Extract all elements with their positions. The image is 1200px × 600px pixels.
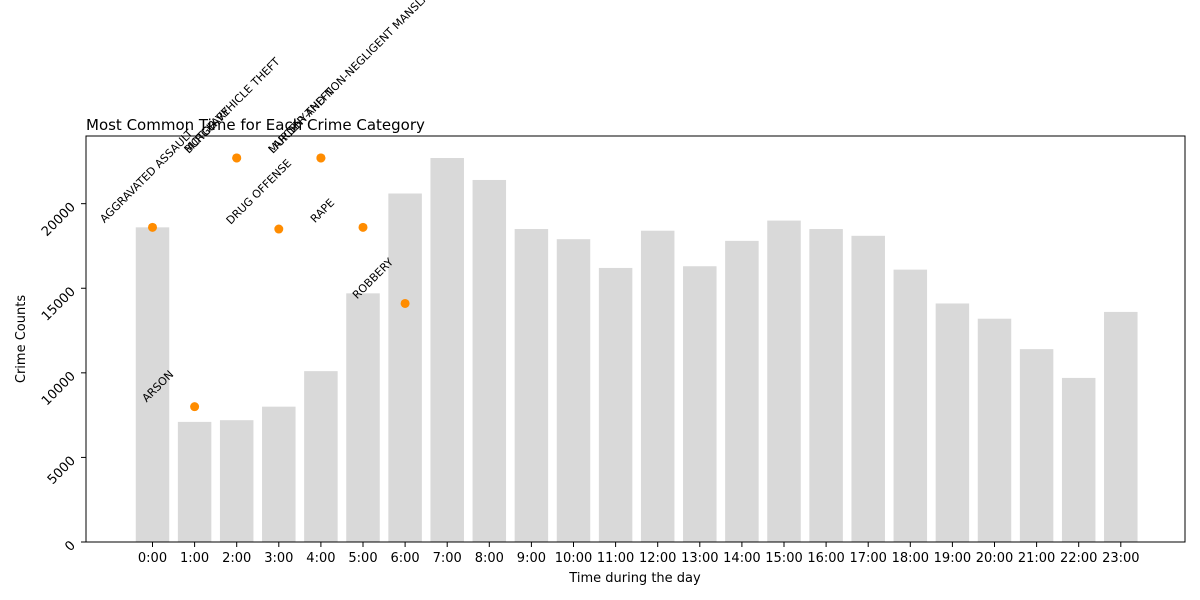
y-tick-label: 20000	[39, 200, 79, 240]
bar-5:00	[346, 293, 380, 542]
bar-8:00	[472, 179, 507, 542]
x-tick-label: 14:00	[723, 551, 760, 566]
x-tick-label: 2:00	[222, 551, 251, 566]
x-tick-label: 0:00	[138, 551, 167, 566]
x-tick-label: 18:00	[892, 551, 929, 566]
marker-point	[232, 153, 242, 163]
x-tick-label: 12:00	[639, 551, 676, 566]
marker-label: RAPE	[308, 196, 337, 225]
marker-point	[190, 402, 200, 412]
marker-label: MOTOR VEHICLE THEFT	[182, 55, 283, 156]
x-tick-label: 23:00	[1102, 551, 1139, 566]
bar-10:00	[556, 239, 591, 543]
x-axis-label: Time during the day	[568, 571, 701, 586]
bar-7:00	[430, 157, 464, 542]
y-tick-label: 5000	[45, 454, 79, 488]
y-axis: 0 5000 10000 15000 20000	[39, 200, 86, 555]
y-tick-label: 15000	[39, 284, 79, 324]
x-tick-label: 17:00	[849, 551, 886, 566]
marker-label: DRUG OFFENSE	[224, 157, 294, 227]
x-tick-label: 1:00	[180, 551, 209, 566]
bars-group	[135, 157, 1138, 543]
x-tick-label: 10:00	[555, 551, 592, 566]
x-tick-label: 19:00	[934, 551, 971, 566]
x-tick-label: 21:00	[1018, 551, 1055, 566]
x-tick-label: 4:00	[306, 551, 335, 566]
bar-20:00	[977, 318, 1012, 542]
bar-15:00	[767, 220, 801, 543]
x-tick-label: 9:00	[517, 551, 546, 566]
bar-9:00	[514, 229, 549, 542]
x-tick-label: 22:00	[1060, 551, 1097, 566]
y-tick-label: 10000	[39, 369, 79, 409]
x-tick-label: 11:00	[597, 551, 634, 566]
x-tick-label: 3:00	[264, 551, 293, 566]
bar-4:00	[304, 371, 338, 542]
bar-18:00	[893, 269, 928, 542]
bar-11:00	[598, 267, 633, 542]
x-tick-label: 5:00	[348, 551, 377, 566]
bar-3:00	[262, 406, 296, 542]
x-axis: 0:00 1:00 2:00 3:00 4:00 5:00 6:00 7:00 8:00 9:00…	[138, 542, 1140, 566]
x-tick-label: 8:00	[475, 551, 504, 566]
bar-23:00	[1104, 311, 1138, 542]
x-tick-label: 6:00	[390, 551, 419, 566]
bar-6:00	[388, 193, 422, 542]
bar-12:00	[640, 230, 675, 542]
bar-1:00	[177, 421, 212, 542]
y-tick-label: 0	[62, 538, 78, 554]
bar-21:00	[1019, 349, 1054, 542]
x-tick-label: 16:00	[807, 551, 844, 566]
bar-14:00	[725, 240, 759, 542]
bar-0:00	[135, 227, 170, 542]
x-tick-label: 13:00	[681, 551, 718, 566]
chart-title: Most Common Time for Each Crime Category	[86, 116, 425, 134]
x-tick-label: 7:00	[433, 551, 462, 566]
marker-point	[358, 222, 368, 232]
y-axis-label: Crime Counts	[14, 295, 29, 383]
marker-point	[148, 222, 157, 232]
marker-point	[274, 224, 284, 234]
marker-point	[400, 298, 410, 308]
bar-16:00	[809, 229, 843, 542]
plot-frame	[85, 135, 1186, 543]
marker-label: AGGRAVATED ASSAULT	[97, 127, 196, 226]
bar-22:00	[1061, 377, 1096, 542]
bar-2:00	[219, 420, 254, 542]
bar-19:00	[935, 303, 970, 542]
bar-17:00	[851, 235, 885, 542]
x-tick-label: 20:00	[976, 551, 1013, 566]
bar-13:00	[683, 266, 717, 542]
marker-point	[316, 153, 326, 163]
x-tick-label: 15:00	[765, 551, 802, 566]
